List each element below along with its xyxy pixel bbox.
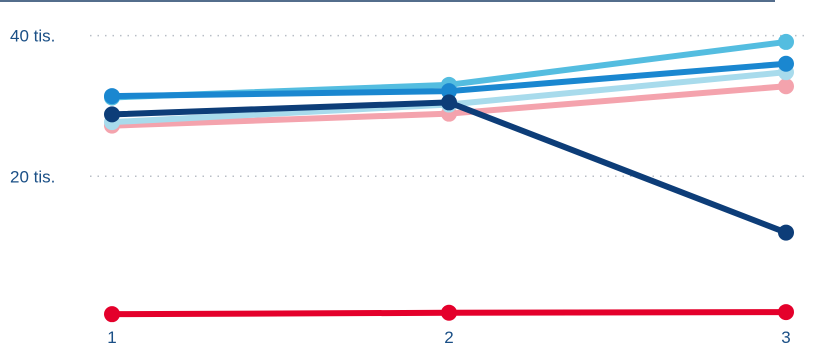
y-tick-label: 40 tis. [10,27,55,46]
data-point [104,106,120,123]
series-6 [104,304,794,323]
data-point [778,224,794,241]
data-point [104,306,120,323]
data-point [778,55,794,72]
data-point [104,88,120,105]
x-tick-label: 1 [107,328,116,347]
x-tick-label: 2 [444,328,453,347]
y-axis-tick-labels: 20 tis. 40 tis. [10,27,55,187]
x-tick-label: 3 [781,328,790,347]
data-point [778,33,794,50]
series-layer [104,33,794,323]
y-tick-label: 20 tis. [10,167,55,186]
data-point [441,83,457,100]
data-point [778,304,794,321]
series-5 [104,94,794,241]
data-point [441,94,457,111]
data-point [441,304,457,321]
x-axis-tick-labels: 1 2 3 [107,328,790,347]
data-point [778,78,794,95]
series-4 [104,55,794,105]
